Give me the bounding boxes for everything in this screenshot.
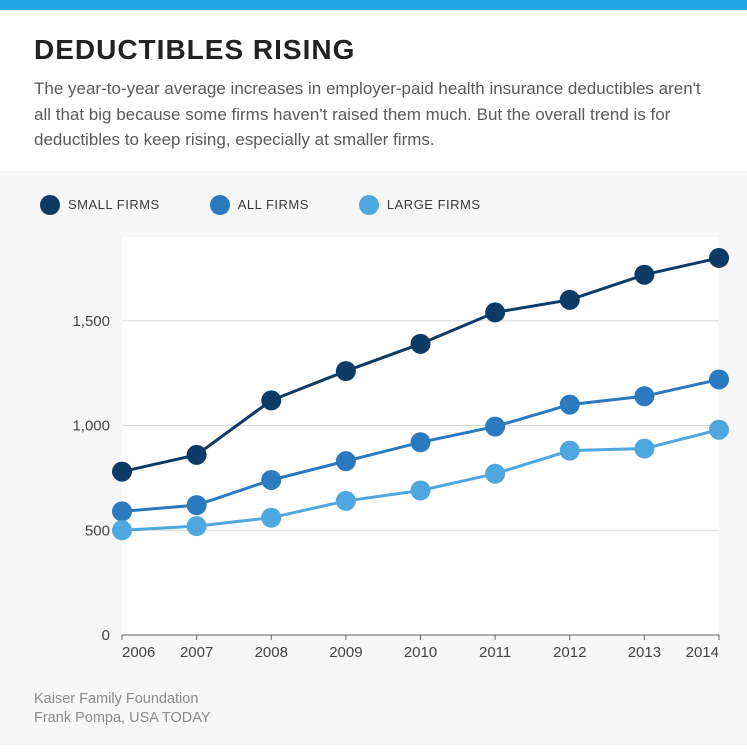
legend-swatch: [210, 195, 230, 215]
legend-swatch: [40, 195, 60, 215]
chart-title: DEDUCTIBLES RISING: [34, 34, 713, 66]
legend: SMALL FIRMS ALL FIRMS LARGE FIRMS: [34, 189, 729, 227]
source-line-2: Frank Pompa, USA TODAY: [34, 709, 747, 729]
legend-label: LARGE FIRMS: [387, 197, 481, 212]
svg-text:2010: 2010: [404, 644, 437, 661]
svg-text:2014: 2014: [686, 644, 719, 661]
svg-text:2009: 2009: [329, 644, 362, 661]
svg-text:2007: 2007: [180, 644, 213, 661]
legend-label: ALL FIRMS: [238, 197, 309, 212]
legend-item-large-firms: LARGE FIRMS: [359, 195, 481, 215]
svg-text:2011: 2011: [479, 644, 511, 661]
svg-text:0: 0: [102, 627, 110, 644]
svg-text:1,500: 1,500: [72, 312, 110, 329]
legend-item-small-firms: SMALL FIRMS: [40, 195, 160, 215]
legend-item-all-firms: ALL FIRMS: [210, 195, 309, 215]
chart-footer: Kaiser Family Foundation Frank Pompa, US…: [0, 680, 747, 745]
legend-swatch: [359, 195, 379, 215]
header: DEDUCTIBLES RISING The year-to-year aver…: [0, 10, 747, 171]
chart-svg: 0 500 1,000 1,500 2006 2007 2008 2009 2010 2011 20…: [34, 227, 729, 667]
svg-text:2008: 2008: [255, 644, 288, 661]
chart-plot: 0 500 1,000 1,500 2006 2007 2008 2009 2010 2011 20…: [34, 227, 729, 672]
legend-label: SMALL FIRMS: [68, 197, 160, 212]
svg-text:2006: 2006: [122, 644, 155, 661]
svg-text:2012: 2012: [553, 644, 586, 661]
svg-text:1,000: 1,000: [72, 417, 110, 434]
top-accent-bar: [0, 0, 747, 10]
chart-subtitle: The year-to-year average increases in em…: [34, 76, 713, 153]
chart-area: SMALL FIRMS ALL FIRMS LARGE FIRMS 0 500 1,…: [0, 171, 747, 680]
source-line-1: Kaiser Family Foundation: [34, 690, 747, 710]
svg-text:500: 500: [85, 522, 110, 539]
svg-text:2013: 2013: [628, 644, 661, 661]
